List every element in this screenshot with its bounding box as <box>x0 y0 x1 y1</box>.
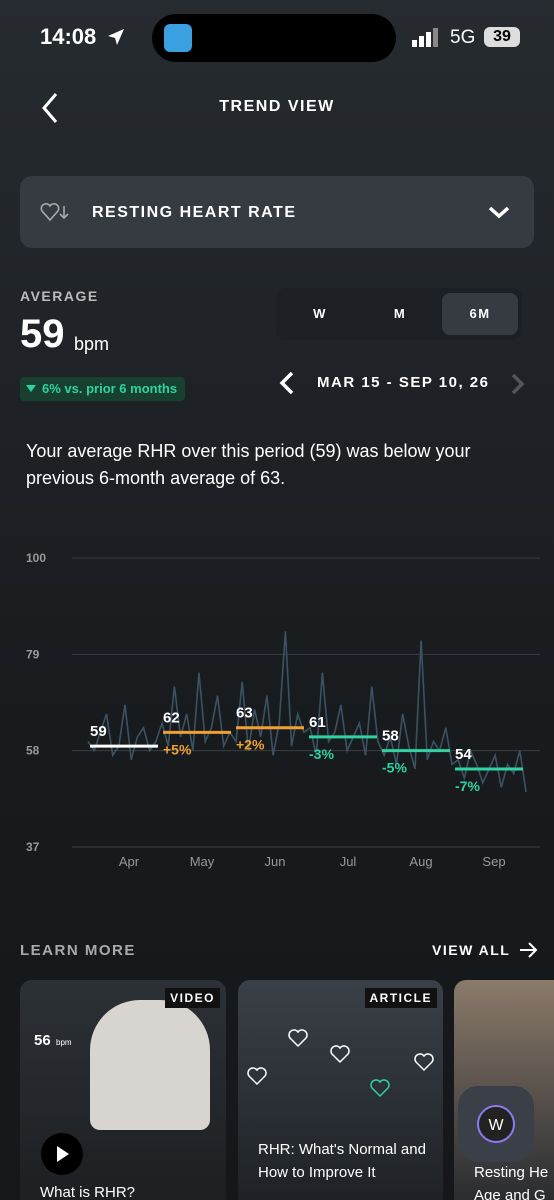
change-label: +2% <box>236 737 265 753</box>
chevron-down <box>488 206 510 219</box>
average-label: 58 <box>382 728 399 745</box>
network: 5G <box>450 27 476 48</box>
average-label: AVERAGE <box>20 288 99 304</box>
signal-icon <box>412 28 438 47</box>
metric-label: RESTING HEART RATE <box>92 204 297 221</box>
page-title: TREND VIEW <box>219 98 335 115</box>
arrow-right <box>520 942 538 958</box>
change-badge: 6% vs. prior 6 months <box>20 377 186 401</box>
daily-line <box>87 631 527 793</box>
y-tick-label: 37 <box>26 840 40 854</box>
change-text: 6% vs. prior 6 months <box>42 381 178 396</box>
card[interactable]: 56 bpm VIDEO What is RHR? <box>20 980 226 1200</box>
location-icon <box>108 29 124 45</box>
description: Your average RHR over this period (59) w… <box>26 441 471 488</box>
y-tick-label: 79 <box>26 647 40 661</box>
tab[interactable]: M <box>393 306 407 321</box>
view-all[interactable]: VIEW ALL <box>432 942 511 958</box>
thumbnail <box>90 1000 210 1130</box>
dynamic-island <box>152 14 396 62</box>
x-tick-label: May <box>190 854 215 869</box>
back-button[interactable] <box>36 90 64 126</box>
metric-selector[interactable]: RESTING HEART RATE <box>20 176 534 248</box>
hearts-illustration <box>247 1029 434 1098</box>
card[interactable]: ARTICLE RHR: What's Normal and How to Im… <box>238 980 443 1200</box>
change-label: -3% <box>309 746 334 762</box>
prev-button[interactable] <box>276 370 298 396</box>
average-label: 54 <box>455 746 472 763</box>
x-tick-label: Jun <box>265 854 286 869</box>
heart-icon <box>40 202 69 222</box>
average-unit: bpm <box>74 334 110 354</box>
y-tick-label: 100 <box>26 551 46 565</box>
card-title: What is RHR? <box>40 1184 136 1200</box>
battery: 39 <box>484 27 520 47</box>
change-label: -7% <box>455 778 480 794</box>
average-label: 61 <box>309 714 326 731</box>
date-range: MAR 15 - SEP 10, 26 <box>317 374 490 391</box>
change-label: -5% <box>382 760 407 776</box>
app-avatar <box>164 24 192 52</box>
coach-icon: W <box>477 1105 515 1143</box>
badge: VIDEO <box>165 988 220 1008</box>
card-title-line: Resting He <box>474 1164 549 1181</box>
average-label: 59 <box>90 723 107 740</box>
play-button <box>41 1133 83 1175</box>
preview-value: 56 <box>34 1032 51 1049</box>
status-time: 14:08 <box>40 24 97 49</box>
svg-text:W: W <box>488 1117 504 1134</box>
average-label: 63 <box>236 705 253 722</box>
badge: ARTICLE <box>364 988 437 1008</box>
average-label: 62 <box>163 709 180 726</box>
learn-more-title: LEARN MORE <box>20 942 136 959</box>
next-button[interactable] <box>508 372 528 396</box>
x-tick-label: Apr <box>119 854 140 869</box>
tab[interactable]: W <box>313 306 327 321</box>
y-tick-label: 58 <box>26 744 40 758</box>
card-title: RHR: What's Normal and How to Improve It <box>258 1141 426 1181</box>
coach-button[interactable]: W <box>458 1086 534 1162</box>
preview-unit: bpm <box>56 1038 72 1047</box>
x-tick-label: Sep <box>482 854 505 869</box>
x-tick-label: Aug <box>409 854 432 869</box>
change-label: +5% <box>163 741 192 757</box>
tab[interactable]: 6M <box>442 293 518 335</box>
card-title-line: Age and G <box>474 1187 546 1200</box>
tab-bar: W M 6M <box>276 288 522 340</box>
average-value: 59 <box>20 312 65 356</box>
chart: 37 58 79 100 59 Apr 62 +5% May 63 +2% Jun 61 -3% Jul 58… <box>26 551 540 869</box>
x-tick-label: Jul <box>340 854 357 869</box>
